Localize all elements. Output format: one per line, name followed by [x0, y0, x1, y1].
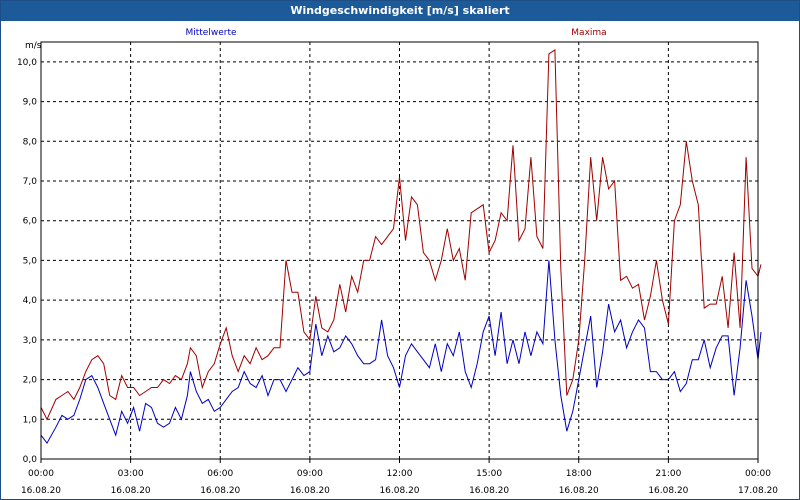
- x-tick-time: 21:00: [655, 469, 681, 479]
- x-tick-date: 16.08.20: [111, 486, 151, 496]
- x-tick-date: 17.08.20: [738, 486, 778, 496]
- x-tick-date: 16.08.20: [21, 486, 61, 496]
- y-tick-label: 8,0: [23, 137, 38, 147]
- series-layer: [40, 48, 762, 445]
- y-tick-label: 9,0: [23, 98, 38, 108]
- x-tick-date: 16.08.20: [469, 486, 509, 496]
- x-tick-date: 16.08.20: [379, 486, 419, 496]
- x-tick-date: 16.08.20: [290, 486, 330, 496]
- y-tick-label: 1,0: [23, 415, 38, 425]
- x-tick-time: 15:00: [476, 469, 502, 479]
- y-axis-unit: m/s: [25, 41, 42, 51]
- x-tick-date: 16.08.20: [200, 486, 240, 496]
- y-tick-label: 2,0: [23, 376, 38, 386]
- x-tick-time: 00:00: [28, 469, 54, 479]
- x-tick-time: 06:00: [207, 469, 233, 479]
- x-tick-time: 00:00: [745, 469, 771, 479]
- axis-layer: 0,0 1,0 2,0 3,0 4,0 5,0 6,0 7,0 8,0 9,0 10,0 00:00 1…: [17, 41, 778, 496]
- y-tick-label: 4,0: [23, 296, 38, 306]
- series-line-maxima: [40, 48, 762, 421]
- x-tick-date: 16.08.20: [559, 486, 599, 496]
- x-tick-date: 16.08.20: [648, 486, 688, 496]
- y-tick-label: 5,0: [23, 256, 38, 266]
- x-tick-time: 09:00: [297, 469, 323, 479]
- series-line-mittelwerte: [40, 260, 762, 445]
- legend-maxima: Maxima: [571, 28, 606, 38]
- wind-speed-chart: 0,0 1,0 2,0 3,0 4,0 5,0 6,0 7,0 8,0 9,0 10,0 00:00 1…: [17, 28, 778, 496]
- grid-layer: [41, 42, 758, 459]
- window-title: Windgeschwindigkeit [m/s] skaliert: [1, 1, 799, 21]
- y-tick-label: 0,0: [23, 455, 38, 465]
- y-tick-label: 10,0: [17, 58, 37, 68]
- x-tick-time: 12:00: [387, 469, 413, 479]
- y-tick-label: 3,0: [23, 336, 38, 346]
- x-tick-time: 18:00: [566, 469, 592, 479]
- legend-mittelwerte: Mittelwerte: [185, 28, 236, 38]
- x-tick-time: 03:00: [118, 469, 144, 479]
- y-tick-label: 6,0: [23, 217, 38, 227]
- y-tick-label: 7,0: [23, 177, 38, 187]
